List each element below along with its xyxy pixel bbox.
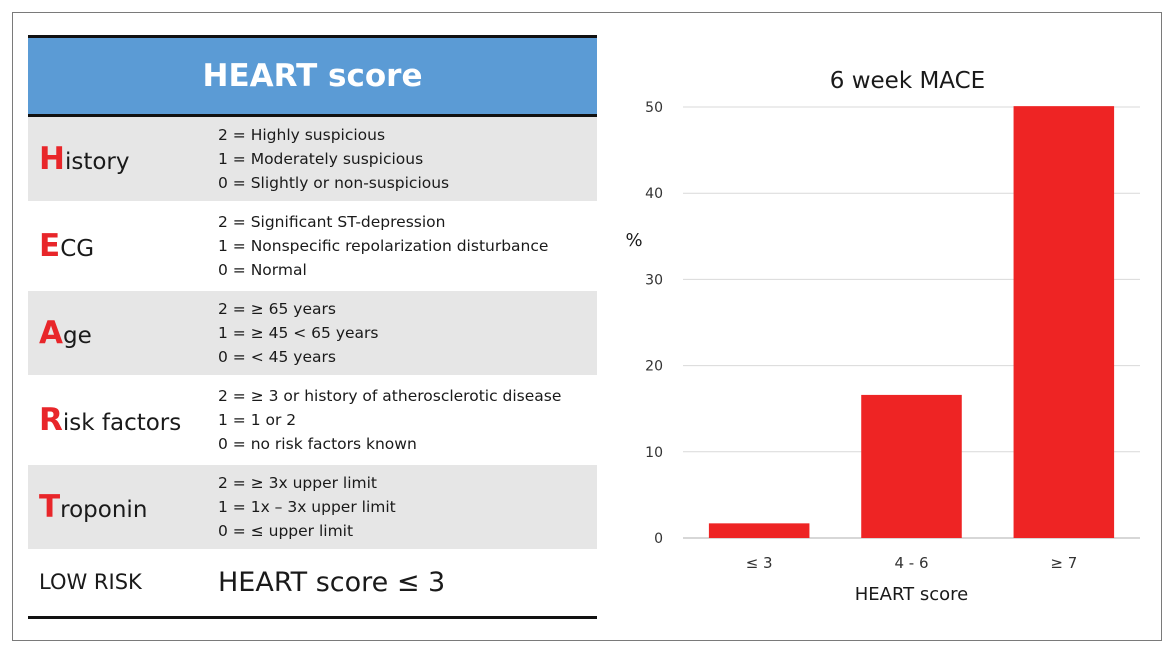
figure-frame — [12, 12, 1162, 641]
row-label: Troponin — [28, 489, 218, 525]
x-tick-label: ≥ 7 — [1050, 554, 1077, 572]
row-label: History — [28, 141, 218, 177]
heart-score-table: HEART score History 2 = Highly suspiciou… — [28, 35, 597, 619]
bar-2 — [861, 394, 962, 538]
table-row-history: History 2 = Highly suspicious 1 = Modera… — [28, 117, 597, 204]
bar-3 — [1013, 106, 1115, 538]
row-label-rest: istory — [64, 149, 130, 175]
bar-1 — [708, 523, 810, 538]
row-label: ECG — [28, 228, 218, 264]
option-2: 2 = ≥ 65 years — [218, 300, 336, 318]
mace-bar-chart: 6 week MACE% 0 10 20 30 40 50 ≤ 3 4 - 6 ≥ 7 HEART … — [610, 40, 1155, 630]
y-tick-label: 10 — [645, 445, 663, 461]
row-label-rest: CG — [60, 236, 95, 262]
x-tick-label: 4 - 6 — [894, 554, 928, 572]
option-0: 0 = ≤ upper limit — [218, 522, 354, 540]
y-tick-label: 50 — [645, 100, 663, 116]
y-tick-label: 30 — [645, 272, 663, 288]
y-tick-label: 20 — [645, 359, 663, 375]
table-header: HEART score — [28, 38, 597, 114]
table-row-age: Age 2 = ≥ 65 years 1 = ≥ 45 < 65 years 0… — [28, 291, 597, 378]
row-initial: E — [39, 228, 61, 264]
row-options: 2 = Significant ST-depression 1 = Nonspe… — [218, 210, 597, 282]
row-initial: H — [39, 141, 65, 177]
table-row-troponin: Troponin 2 = ≥ 3x upper limit 1 = 1x – 3… — [28, 465, 597, 552]
low-risk-label: LOW RISK — [39, 570, 142, 594]
row-label-rest: ge — [63, 323, 92, 349]
table-header-rule — [28, 114, 597, 117]
chart-title: 6 week MACE — [830, 68, 985, 94]
option-0: 0 = Slightly or non-suspicious — [218, 174, 450, 192]
table-title: HEART score — [202, 58, 423, 94]
y-tick-label: 0 — [654, 531, 663, 547]
option-1: 1 = 1 or 2 — [218, 411, 297, 429]
row-label: Risk factors — [28, 402, 218, 438]
option-2: 2 = Significant ST-depression — [218, 213, 446, 231]
row-label: Age — [28, 315, 218, 351]
low-risk-row: LOW RISK HEART score ≤ 3 — [28, 552, 597, 612]
low-risk-threshold: HEART score ≤ 3 — [218, 566, 446, 598]
option-2: 2 = ≥ 3 or history of atherosclerotic di… — [218, 387, 562, 405]
row-options: 2 = ≥ 65 years 1 = ≥ 45 < 65 years 0 = <… — [218, 297, 597, 369]
option-0: 0 = < 45 years — [218, 348, 336, 366]
option-0: 0 = no risk factors known — [218, 435, 417, 453]
table-top-rule — [28, 35, 597, 38]
option-2: 2 = ≥ 3x upper limit — [218, 474, 378, 492]
row-initial: R — [39, 402, 63, 438]
option-1: 1 = Moderately suspicious — [218, 150, 424, 168]
option-0: 0 = Normal — [218, 261, 307, 279]
row-label-rest: roponin — [60, 497, 148, 523]
row-options: 2 = ≥ 3 or history of atherosclerotic di… — [218, 384, 597, 456]
x-axis-label: HEART score — [855, 584, 969, 605]
chart-svg: 6 week MACE% 0 10 20 30 40 50 ≤ 3 4 - 6 ≥ 7 HEART … — [625, 68, 1140, 605]
table-row-ecg: ECG 2 = Significant ST-depression 1 = No… — [28, 204, 597, 291]
x-tick-label: ≤ 3 — [746, 554, 773, 572]
row-initial: T — [39, 489, 61, 525]
table-bottom-rule — [28, 616, 597, 619]
row-options: 2 = Highly suspicious 1 = Moderately sus… — [218, 123, 597, 195]
row-label-rest: isk factors — [62, 410, 182, 436]
option-1: 1 = Nonspecific repolarization disturban… — [218, 237, 549, 255]
option-2: 2 = Highly suspicious — [218, 126, 386, 144]
row-options: 2 = ≥ 3x upper limit 1 = 1x – 3x upper l… — [218, 471, 597, 543]
row-initial: A — [39, 315, 63, 351]
y-tick-label: 40 — [645, 186, 663, 202]
option-1: 1 = 1x – 3x upper limit — [218, 498, 396, 516]
table-row-risk-factors: Risk factors 2 = ≥ 3 or history of ather… — [28, 378, 597, 465]
option-1: 1 = ≥ 45 < 65 years — [218, 324, 379, 342]
y-axis-label: % — [625, 230, 642, 251]
